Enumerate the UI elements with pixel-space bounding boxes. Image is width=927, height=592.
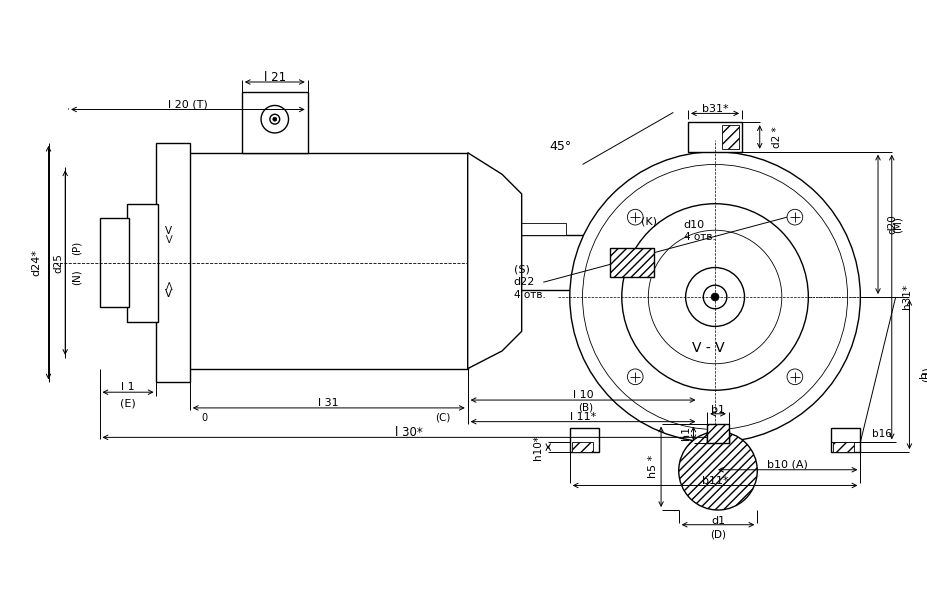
Text: l 20 (T): l 20 (T)	[168, 99, 208, 110]
Circle shape	[270, 114, 279, 124]
Text: h31*: h31*	[901, 285, 910, 310]
Bar	[571, 442, 592, 452]
Text: (K): (K)	[641, 217, 656, 226]
Text: (N): (N)	[72, 269, 82, 285]
Text: l 21: l 21	[263, 70, 286, 83]
Bar	[157, 143, 190, 382]
Bar	[569, 427, 599, 452]
Circle shape	[786, 369, 802, 385]
Text: b31*: b31*	[701, 104, 728, 114]
Text: (E): (E)	[120, 399, 135, 409]
Polygon shape	[649, 235, 717, 290]
Circle shape	[260, 105, 288, 133]
Circle shape	[648, 230, 781, 363]
Text: d2 *: d2 *	[770, 126, 781, 148]
Bar	[609, 248, 654, 277]
Text: (C): (C)	[435, 413, 451, 423]
Bar	[146, 245, 159, 280]
Text: V: V	[164, 289, 171, 299]
Text: l 11*: l 11*	[569, 412, 595, 422]
Bar	[516, 223, 565, 235]
Circle shape	[703, 285, 726, 309]
Text: h5 *: h5 *	[647, 455, 657, 478]
Text: l 1: l 1	[121, 382, 134, 392]
Text: b11*: b11*	[701, 475, 728, 485]
Circle shape	[273, 117, 276, 121]
Text: (H): (H)	[921, 366, 927, 382]
Text: l 10: l 10	[572, 390, 592, 400]
Text: (B): (B)	[578, 403, 592, 413]
Circle shape	[627, 210, 642, 225]
Text: l 31: l 31	[318, 398, 338, 408]
Text: b10 (A): b10 (A)	[767, 460, 807, 470]
Circle shape	[786, 210, 802, 225]
Text: d1: d1	[710, 516, 724, 526]
Text: h1: h1	[679, 426, 690, 440]
Circle shape	[582, 165, 846, 430]
Text: h: h	[919, 371, 927, 378]
Text: b1: b1	[710, 405, 724, 415]
Polygon shape	[467, 153, 521, 369]
Text: d20: d20	[887, 214, 896, 234]
Bar	[721, 125, 738, 149]
Circle shape	[678, 432, 756, 510]
Circle shape	[710, 293, 718, 301]
Bar	[687, 122, 742, 152]
Text: b16: b16	[871, 429, 891, 439]
Bar	[127, 204, 159, 321]
Text: d10: d10	[683, 220, 704, 230]
Text: (S): (S)	[514, 265, 529, 275]
Text: h10*: h10*	[533, 435, 542, 459]
Circle shape	[627, 369, 642, 385]
Text: (P): (P)	[72, 241, 82, 255]
Circle shape	[685, 268, 743, 326]
Text: 4 отв.: 4 отв.	[683, 232, 715, 242]
Text: V - V: V - V	[692, 341, 724, 355]
Circle shape	[621, 204, 807, 390]
Bar	[467, 232, 491, 293]
Text: l 30*: l 30*	[395, 426, 422, 439]
Text: 4 отв.: 4 отв.	[514, 290, 545, 300]
Bar	[99, 218, 129, 307]
Text: V: V	[164, 226, 171, 236]
Text: d25: d25	[53, 253, 63, 272]
Text: 45°: 45°	[549, 140, 571, 153]
Text: 0: 0	[201, 413, 208, 423]
Text: (D): (D)	[709, 530, 725, 539]
Bar	[832, 442, 854, 452]
Bar	[242, 92, 308, 153]
Circle shape	[569, 152, 859, 442]
Bar	[830, 427, 859, 452]
Text: (M): (M)	[892, 216, 902, 233]
Bar	[187, 153, 467, 369]
Bar	[467, 235, 649, 290]
Text: d22: d22	[514, 277, 535, 287]
Bar	[706, 424, 728, 443]
Text: d24*: d24*	[32, 249, 42, 276]
